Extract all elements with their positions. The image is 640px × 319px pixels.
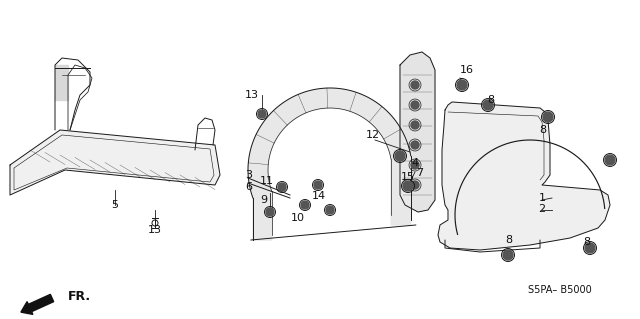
Text: 4: 4 [412,158,419,168]
Text: 6: 6 [246,182,253,192]
Text: 2: 2 [538,204,545,214]
Text: 13: 13 [148,225,162,235]
Circle shape [411,81,419,89]
Circle shape [314,181,322,189]
Circle shape [503,250,513,260]
Circle shape [266,208,274,216]
Circle shape [411,181,419,189]
Polygon shape [400,52,435,212]
Circle shape [483,100,493,110]
Polygon shape [10,130,220,195]
Text: 8: 8 [540,125,547,135]
Circle shape [543,112,553,122]
Circle shape [585,243,595,253]
Circle shape [457,80,467,90]
Text: 10: 10 [291,213,305,223]
Circle shape [395,151,405,161]
Text: 16: 16 [460,65,474,75]
Polygon shape [248,88,411,198]
Polygon shape [438,102,610,250]
Text: 8: 8 [488,95,495,105]
Circle shape [411,101,419,109]
Text: 3: 3 [246,170,253,180]
Text: 1: 1 [538,193,545,203]
Text: 7: 7 [417,168,424,178]
Circle shape [411,161,419,169]
Circle shape [411,141,419,149]
Polygon shape [253,191,272,240]
Circle shape [411,121,419,129]
Circle shape [326,206,334,214]
Text: 5: 5 [111,200,118,210]
Text: 8: 8 [506,235,513,245]
Text: 9: 9 [260,195,268,205]
Circle shape [605,155,615,165]
Text: S5PA– B5000: S5PA– B5000 [528,285,592,295]
Text: 8: 8 [584,237,591,247]
FancyArrow shape [21,294,54,314]
Polygon shape [391,156,411,225]
Text: 13: 13 [245,90,259,100]
Circle shape [403,181,413,191]
Circle shape [278,183,286,191]
Text: 15: 15 [401,172,415,182]
Polygon shape [55,65,68,100]
Text: 14: 14 [312,191,326,201]
Circle shape [301,201,309,209]
Circle shape [258,110,266,118]
Text: FR.: FR. [68,290,91,302]
Text: 12: 12 [366,130,380,140]
Text: 11: 11 [260,176,274,186]
